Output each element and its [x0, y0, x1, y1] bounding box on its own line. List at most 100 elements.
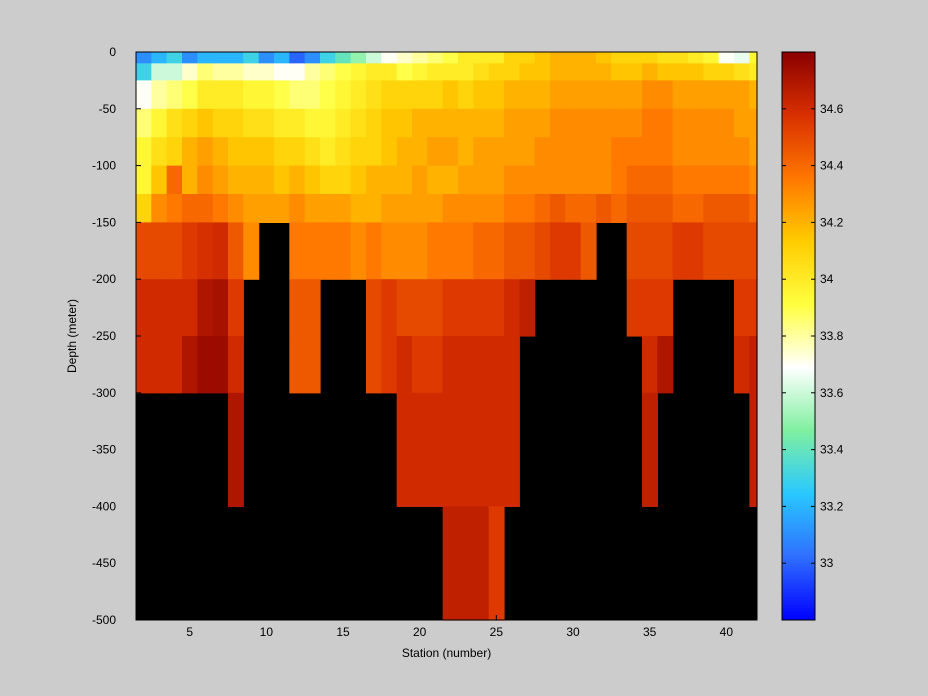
- heatmap-cell: [580, 52, 597, 64]
- heatmap-cell: [258, 194, 275, 223]
- heatmap-cell: [565, 137, 582, 167]
- heatmap-cell: [688, 108, 704, 138]
- heatmap-cell: [534, 137, 551, 167]
- heatmap-cell: [182, 222, 198, 280]
- heatmap-cell: [596, 108, 612, 138]
- heatmap-cell: [320, 165, 336, 195]
- heatmap-cell: [304, 165, 321, 195]
- heatmap-cell: [396, 194, 413, 223]
- heatmap-cell: [519, 63, 536, 81]
- heatmap-cell: [550, 108, 566, 138]
- y-tick-label: -150: [92, 215, 116, 229]
- heatmap-cell: [182, 108, 198, 138]
- heatmap-cell: [672, 137, 689, 167]
- colorbar-tick-label: 33.6: [820, 386, 844, 400]
- heatmap-cell: [657, 279, 674, 337]
- heatmap-cell: [320, 52, 336, 64]
- heatmap-cell: [151, 279, 168, 337]
- heatmap-cell: [412, 222, 428, 280]
- heatmap-cell: [718, 63, 735, 81]
- heatmap-cell: [381, 279, 398, 337]
- heatmap-cell: [151, 222, 168, 280]
- colorbar-tick-label: 33: [820, 556, 834, 570]
- heatmap-cell: [228, 392, 244, 507]
- heatmap-cell: [458, 137, 474, 167]
- heatmap-cell: [412, 108, 428, 138]
- heatmap-cell: [749, 222, 758, 280]
- heatmap-cell: [565, 52, 582, 64]
- heatmap-cell: [381, 165, 398, 195]
- y-axis-ticks: 0 -50 -100 -150 -200 -250 -300 -350 -400 -450 -500: [92, 45, 141, 627]
- heatmap-cell: [197, 137, 214, 167]
- heatmap-cell: [182, 279, 198, 337]
- heatmap-cell: [304, 63, 321, 81]
- heatmap-cell: [304, 194, 321, 223]
- heatmap-cell: [488, 165, 505, 195]
- heatmap-cell: [626, 194, 643, 223]
- heatmap-cell: [734, 108, 750, 138]
- heatmap-cell: [289, 52, 306, 64]
- heatmap-cell: [396, 336, 413, 394]
- heatmap-cell: [734, 63, 750, 81]
- heatmap-cell: [672, 80, 689, 110]
- heatmap-cell: [458, 52, 474, 64]
- heatmap-cell: [596, 52, 612, 64]
- heatmap-cell: [151, 52, 168, 64]
- heatmap-cell: [274, 63, 290, 81]
- heatmap-cell: [534, 194, 551, 223]
- heatmap-cell: [320, 222, 336, 280]
- heatmap-cell: [611, 194, 628, 223]
- heatmap-cell: [350, 80, 367, 110]
- y-tick-label: -350: [92, 443, 116, 457]
- heatmap-cell: [136, 165, 152, 195]
- heatmap-cell: [611, 165, 628, 195]
- heatmap-cell: [642, 336, 658, 394]
- heatmap-cell: [580, 63, 597, 81]
- heatmap-cell: [504, 63, 520, 81]
- heatmap-cell: [396, 392, 413, 507]
- heatmap-cell: [136, 194, 152, 223]
- heatmap-cell: [350, 63, 367, 81]
- heatmap-cell: [442, 165, 459, 195]
- heatmap-cell: [258, 80, 275, 110]
- heatmap-cell: [350, 165, 367, 195]
- heatmap-cell: [703, 194, 720, 223]
- heatmap-cell: [274, 108, 290, 138]
- heatmap-cell: [749, 108, 758, 138]
- heatmap-cell: [197, 279, 214, 337]
- heatmap-cell: [304, 80, 321, 110]
- heatmap-cell: [473, 392, 490, 507]
- heatmap-cell: [197, 194, 214, 223]
- heatmap-cell: [166, 108, 183, 138]
- heatmap-cell: [718, 137, 735, 167]
- heatmap-cell: [504, 392, 520, 507]
- y-tick-label: -200: [92, 272, 116, 286]
- y-tick-label: -100: [92, 159, 116, 173]
- y-tick-label: -50: [99, 102, 117, 116]
- colorbar-ticks: 33 33.2 33.4 33.6 33.8 34 34.2 34.4 34.6: [782, 102, 844, 570]
- heatmap-cell: [703, 63, 720, 81]
- heatmap-cell: [703, 108, 720, 138]
- heatmap-cell: [657, 336, 674, 394]
- heatmap-cell: [565, 63, 582, 81]
- heatmap-cell: [458, 222, 474, 280]
- heatmap-cell: [642, 63, 658, 81]
- heatmap-cell: [274, 80, 290, 110]
- heatmap-cell: [182, 336, 198, 394]
- heatmap-cell: [427, 194, 444, 223]
- heatmap-cell: [366, 194, 382, 223]
- heatmap-cell: [657, 137, 674, 167]
- heatmap-cell: [550, 222, 566, 280]
- heatmap-cell: [412, 52, 428, 64]
- heatmap-cell: [611, 137, 628, 167]
- heatmap-cell: [458, 80, 474, 110]
- heatmap-cell: [519, 137, 536, 167]
- heatmap-cell: [166, 165, 183, 195]
- x-tick-label: 15: [336, 625, 350, 639]
- heatmap-cell: [626, 222, 643, 280]
- x-tick-label: 5: [186, 625, 193, 639]
- heatmap-cell: [228, 52, 244, 64]
- heatmap-cell: [166, 279, 183, 337]
- heatmap-cell: [642, 222, 658, 280]
- heatmap-cell: [289, 194, 306, 223]
